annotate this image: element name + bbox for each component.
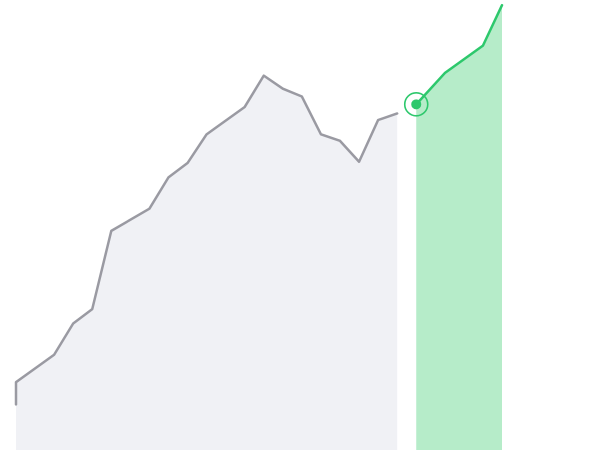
history-line: [14, 74, 399, 406]
forecast-line: [414, 3, 504, 106]
highlight-marker-ring: [403, 92, 429, 117]
history-area-fill: [16, 75, 398, 450]
forecast-area-fill: [416, 5, 502, 450]
highlight-marker-dot: [411, 99, 422, 110]
